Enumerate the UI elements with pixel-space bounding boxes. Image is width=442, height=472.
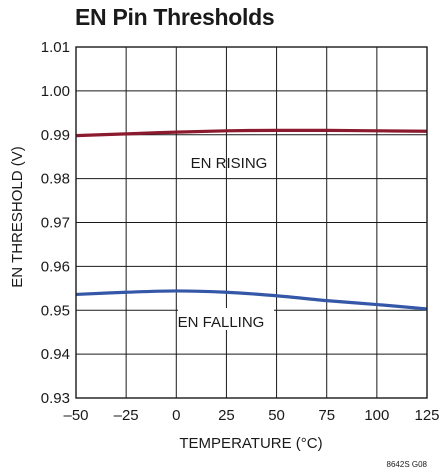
y-axis-ticks: 0.93 0.94 0.95 0.96 0.97 0.98 0.99 1.00 1.01 — [41, 39, 70, 407]
y-tick-label: 0.97 — [41, 215, 70, 232]
label-en-rising: EN RISING — [191, 155, 268, 172]
y-tick-label: 0.93 — [41, 390, 70, 407]
plot-frame — [75, 46, 428, 399]
chart-title: EN Pin Thresholds — [75, 4, 275, 30]
x-axis-ticks: –50 –25 0 25 50 75 100 125 — [63, 407, 439, 424]
series-line-en-falling — [75, 289, 428, 311]
y-tick-label: 0.94 — [41, 346, 70, 363]
x-tick-label: 125 — [414, 407, 439, 424]
label-en-falling: EN FALLING — [178, 314, 265, 331]
x-tick-label: –50 — [63, 407, 88, 424]
x-tick-label: 75 — [318, 407, 335, 424]
grid — [75, 46, 428, 399]
series-lines — [75, 128, 428, 311]
x-axis-title: TEMPERATURE (°C) — [179, 435, 322, 452]
x-tick-label: 0 — [172, 407, 180, 424]
y-tick-label: 0.95 — [41, 302, 70, 319]
series-line-en-rising — [75, 128, 428, 138]
y-tick-label: 0.98 — [41, 171, 70, 188]
y-tick-label: 1.00 — [41, 83, 70, 100]
y-axis-title: EN THRESHOLD (V) — [9, 146, 26, 287]
y-tick-label: 1.01 — [41, 39, 70, 56]
x-tick-label: 50 — [268, 407, 285, 424]
label-en-falling-bg — [178, 308, 274, 330]
x-tick-label: –25 — [114, 407, 139, 424]
x-tick-label: 100 — [364, 407, 389, 424]
x-tick-label: 25 — [218, 407, 235, 424]
y-tick-label: 0.99 — [41, 127, 70, 144]
y-tick-label: 0.96 — [41, 258, 70, 275]
figure-code: 8642S G08 — [387, 460, 428, 469]
